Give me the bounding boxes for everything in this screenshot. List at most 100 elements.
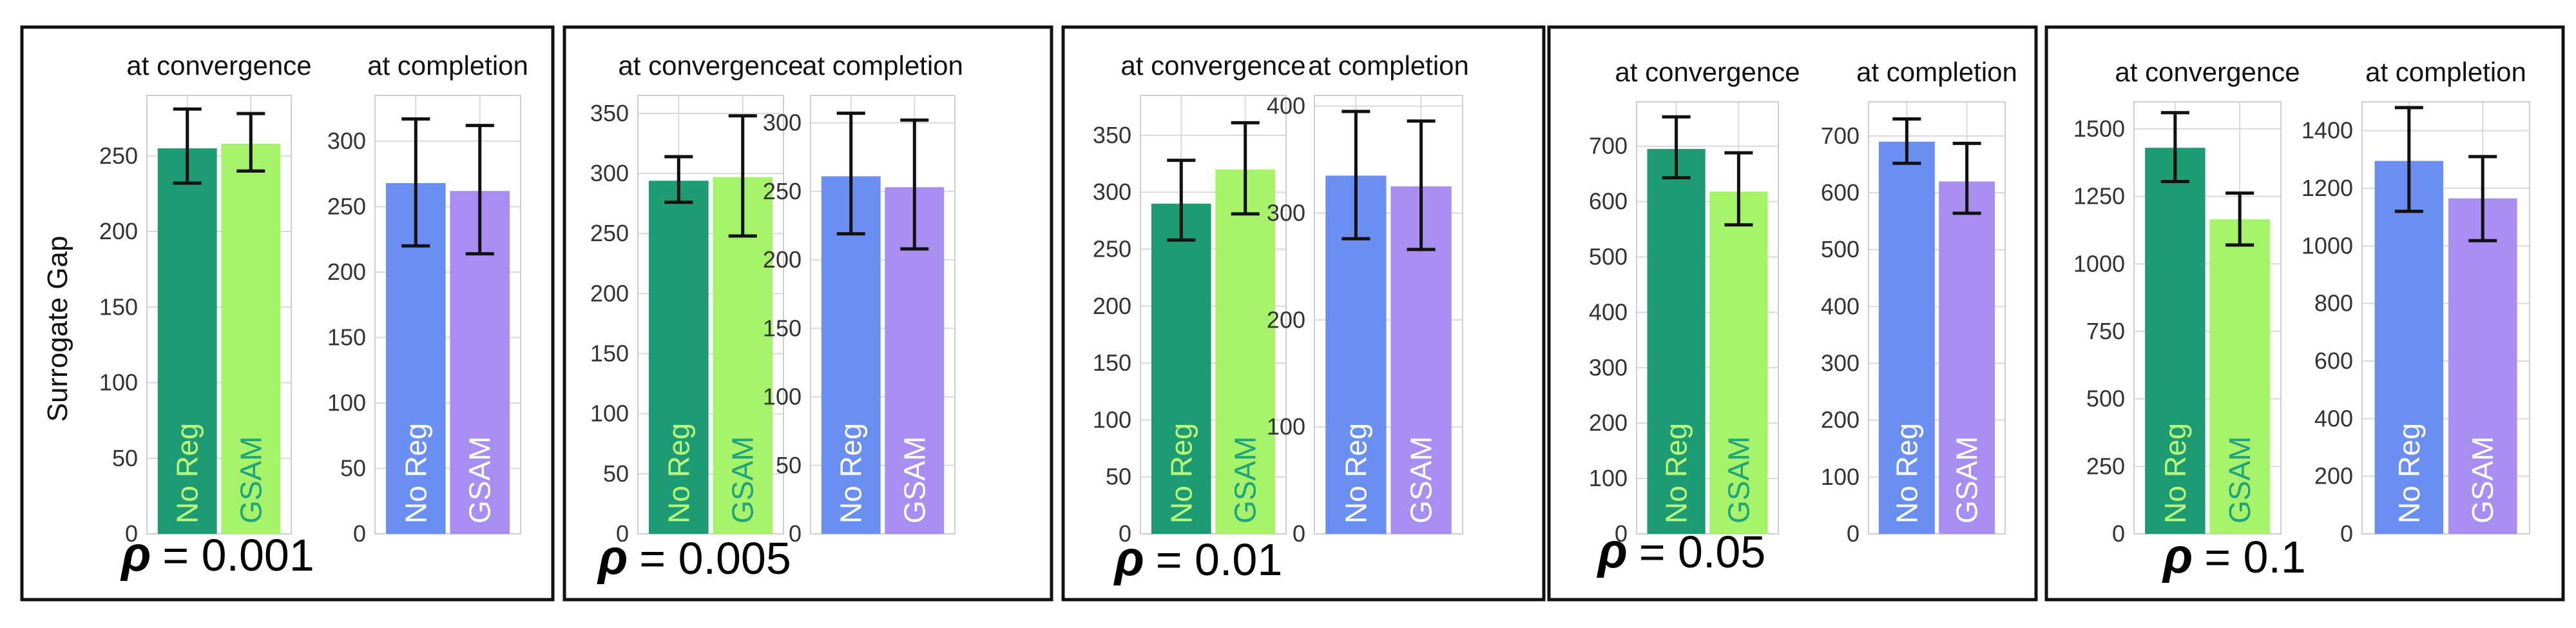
rho-value: = 0.001: [162, 530, 314, 580]
bar-no-reg: [2374, 161, 2444, 535]
rho-label: ρ = 0.001: [120, 527, 314, 582]
y-tick-label: 0: [616, 520, 629, 547]
y-tick-label: 700: [1821, 123, 1860, 149]
y-tick-label: 100: [590, 400, 629, 427]
subplot-title: at convergence: [2115, 57, 2300, 87]
rho-value: = 0.1: [2204, 532, 2306, 582]
subplot-convergence: 0 100 200 300 400 500 600 700 at convergence No R…: [1589, 57, 1800, 547]
axes-frame: [1636, 101, 1779, 535]
y-tick-label: 750: [2086, 318, 2125, 344]
subplot-convergence: 0 250 500 750 1000 1250 1500 at convergence No R…: [2073, 57, 2300, 547]
y-tick-label: 300: [1093, 179, 1131, 205]
rho-value: = 0.005: [639, 533, 791, 584]
bar-gsam: [2209, 219, 2270, 534]
subplot-title: at convergence: [618, 50, 803, 81]
y-tick-label: 100: [1589, 465, 1628, 491]
y-tick-label: 400: [1821, 293, 1860, 319]
y-tick-label: 100: [327, 389, 366, 416]
bar-label: GSAM: [234, 437, 267, 524]
bar-label: GSAM: [2223, 437, 2256, 524]
y-tick-label: 350: [590, 100, 629, 126]
subplot-title: at convergence: [126, 50, 311, 81]
rho-label: ρ = 0.01: [1113, 531, 1283, 586]
y-tick-label: 0: [1293, 520, 1305, 547]
panel-rho-0.005: 0 50 100 150 200 250 300 350 at convergence No Re…: [562, 25, 1053, 602]
y-tick-label: 500: [2086, 386, 2125, 412]
axes-frame: [1140, 95, 1287, 535]
subplot-completion: 0 50 100 150 200 250 300 at completion No Reg GSA…: [763, 50, 963, 547]
y-tick-label: 1200: [2302, 175, 2353, 201]
subplot-completion: 0 50 100 150 200 250 300 at completion No Reg GSA…: [327, 50, 528, 547]
bar-label: GSAM: [726, 437, 760, 524]
y-tick-label: 150: [99, 293, 138, 320]
y-tick-label: 250: [327, 193, 366, 220]
axes-frame: [1868, 101, 2006, 535]
rho-symbol: ρ: [1597, 524, 1628, 578]
axes-frame: [637, 95, 784, 535]
subplot-title: at completion: [802, 50, 963, 81]
rho-symbol: ρ: [120, 527, 151, 582]
subplot-convergence: 0 50 100 150 200 250 at convergence No Reg GSAM: [99, 50, 312, 547]
bar-no-reg: [821, 176, 881, 534]
bar-no-reg: [648, 181, 709, 534]
y-tick-label: 1400: [2302, 117, 2353, 144]
axes-frame: [374, 95, 521, 535]
bar-no-reg: [1151, 203, 1211, 534]
bar-label: No Reg: [834, 423, 868, 524]
bar-label: No Reg: [1339, 423, 1372, 524]
y-tick-label: 200: [763, 246, 802, 273]
rho-label: ρ = 0.005: [597, 530, 791, 585]
y-tick-label: 300: [1589, 354, 1628, 380]
y-tick-label: 250: [763, 178, 802, 204]
bar-label: GSAM: [1950, 437, 1984, 524]
axes-frame: [2361, 101, 2530, 535]
axes-frame: [1314, 95, 1463, 535]
y-tick-label: 100: [1093, 406, 1131, 433]
y-tick-label: 300: [590, 160, 629, 186]
bar-gsam: [1939, 181, 1995, 535]
y-tick-label: 100: [763, 384, 802, 410]
bar-label: GSAM: [463, 437, 497, 524]
bar-label: GSAM: [1405, 437, 1438, 524]
bar-label: No Reg: [171, 423, 204, 524]
bar-no-reg: [1878, 141, 1935, 535]
y-tick-label: 250: [99, 142, 138, 169]
bar-label: GSAM: [2466, 437, 2499, 524]
bar-label: No Reg: [2392, 423, 2426, 524]
y-tick-label: 200: [1821, 407, 1860, 433]
bar-gsam: [1215, 169, 1276, 535]
y-axis-label: Surrogate Gap: [42, 236, 73, 422]
y-tick-label: 500: [1589, 244, 1628, 270]
y-tick-label: 200: [1589, 409, 1628, 436]
y-tick-label: 500: [1821, 236, 1860, 262]
subplot-title: at completion: [2365, 57, 2526, 87]
y-tick-label: 600: [2314, 348, 2353, 374]
bar-no-reg: [157, 148, 217, 534]
rho-symbol: ρ: [1113, 531, 1144, 586]
subplot-title: at convergence: [1615, 57, 1800, 87]
rho-value: = 0.01: [1156, 535, 1283, 585]
y-tick-label: 300: [1821, 350, 1860, 377]
rho-label: ρ = 0.1: [2162, 529, 2306, 584]
panel-rho-0.05: 0 100 200 300 400 500 600 700 at convergence No R…: [1547, 25, 2038, 602]
panel-frame: [20, 25, 555, 602]
rho-value: = 0.05: [1639, 527, 1766, 577]
y-tick-label: 300: [763, 110, 802, 136]
y-tick-label: 50: [603, 460, 629, 487]
bar-label: No Reg: [399, 423, 432, 524]
bar-label: GSAM: [1722, 437, 1755, 524]
y-tick-label: 300: [1267, 199, 1305, 226]
bar-label: GSAM: [898, 437, 931, 524]
rho-symbol: ρ: [597, 530, 628, 585]
bar-label: GSAM: [1229, 437, 1262, 524]
panel-frame: [1061, 25, 1546, 602]
bar-label: No Reg: [1660, 423, 1693, 524]
y-tick-label: 0: [1615, 520, 1628, 547]
subplot-completion: 0 100 200 300 400 500 600 700 at completion No Re…: [1821, 57, 2017, 547]
y-tick-label: 100: [1267, 413, 1305, 440]
y-tick-label: 1000: [2073, 250, 2125, 277]
y-tick-label: 100: [1821, 464, 1860, 490]
y-tick-label: 250: [2086, 453, 2125, 479]
y-tick-label: 700: [1589, 133, 1628, 159]
